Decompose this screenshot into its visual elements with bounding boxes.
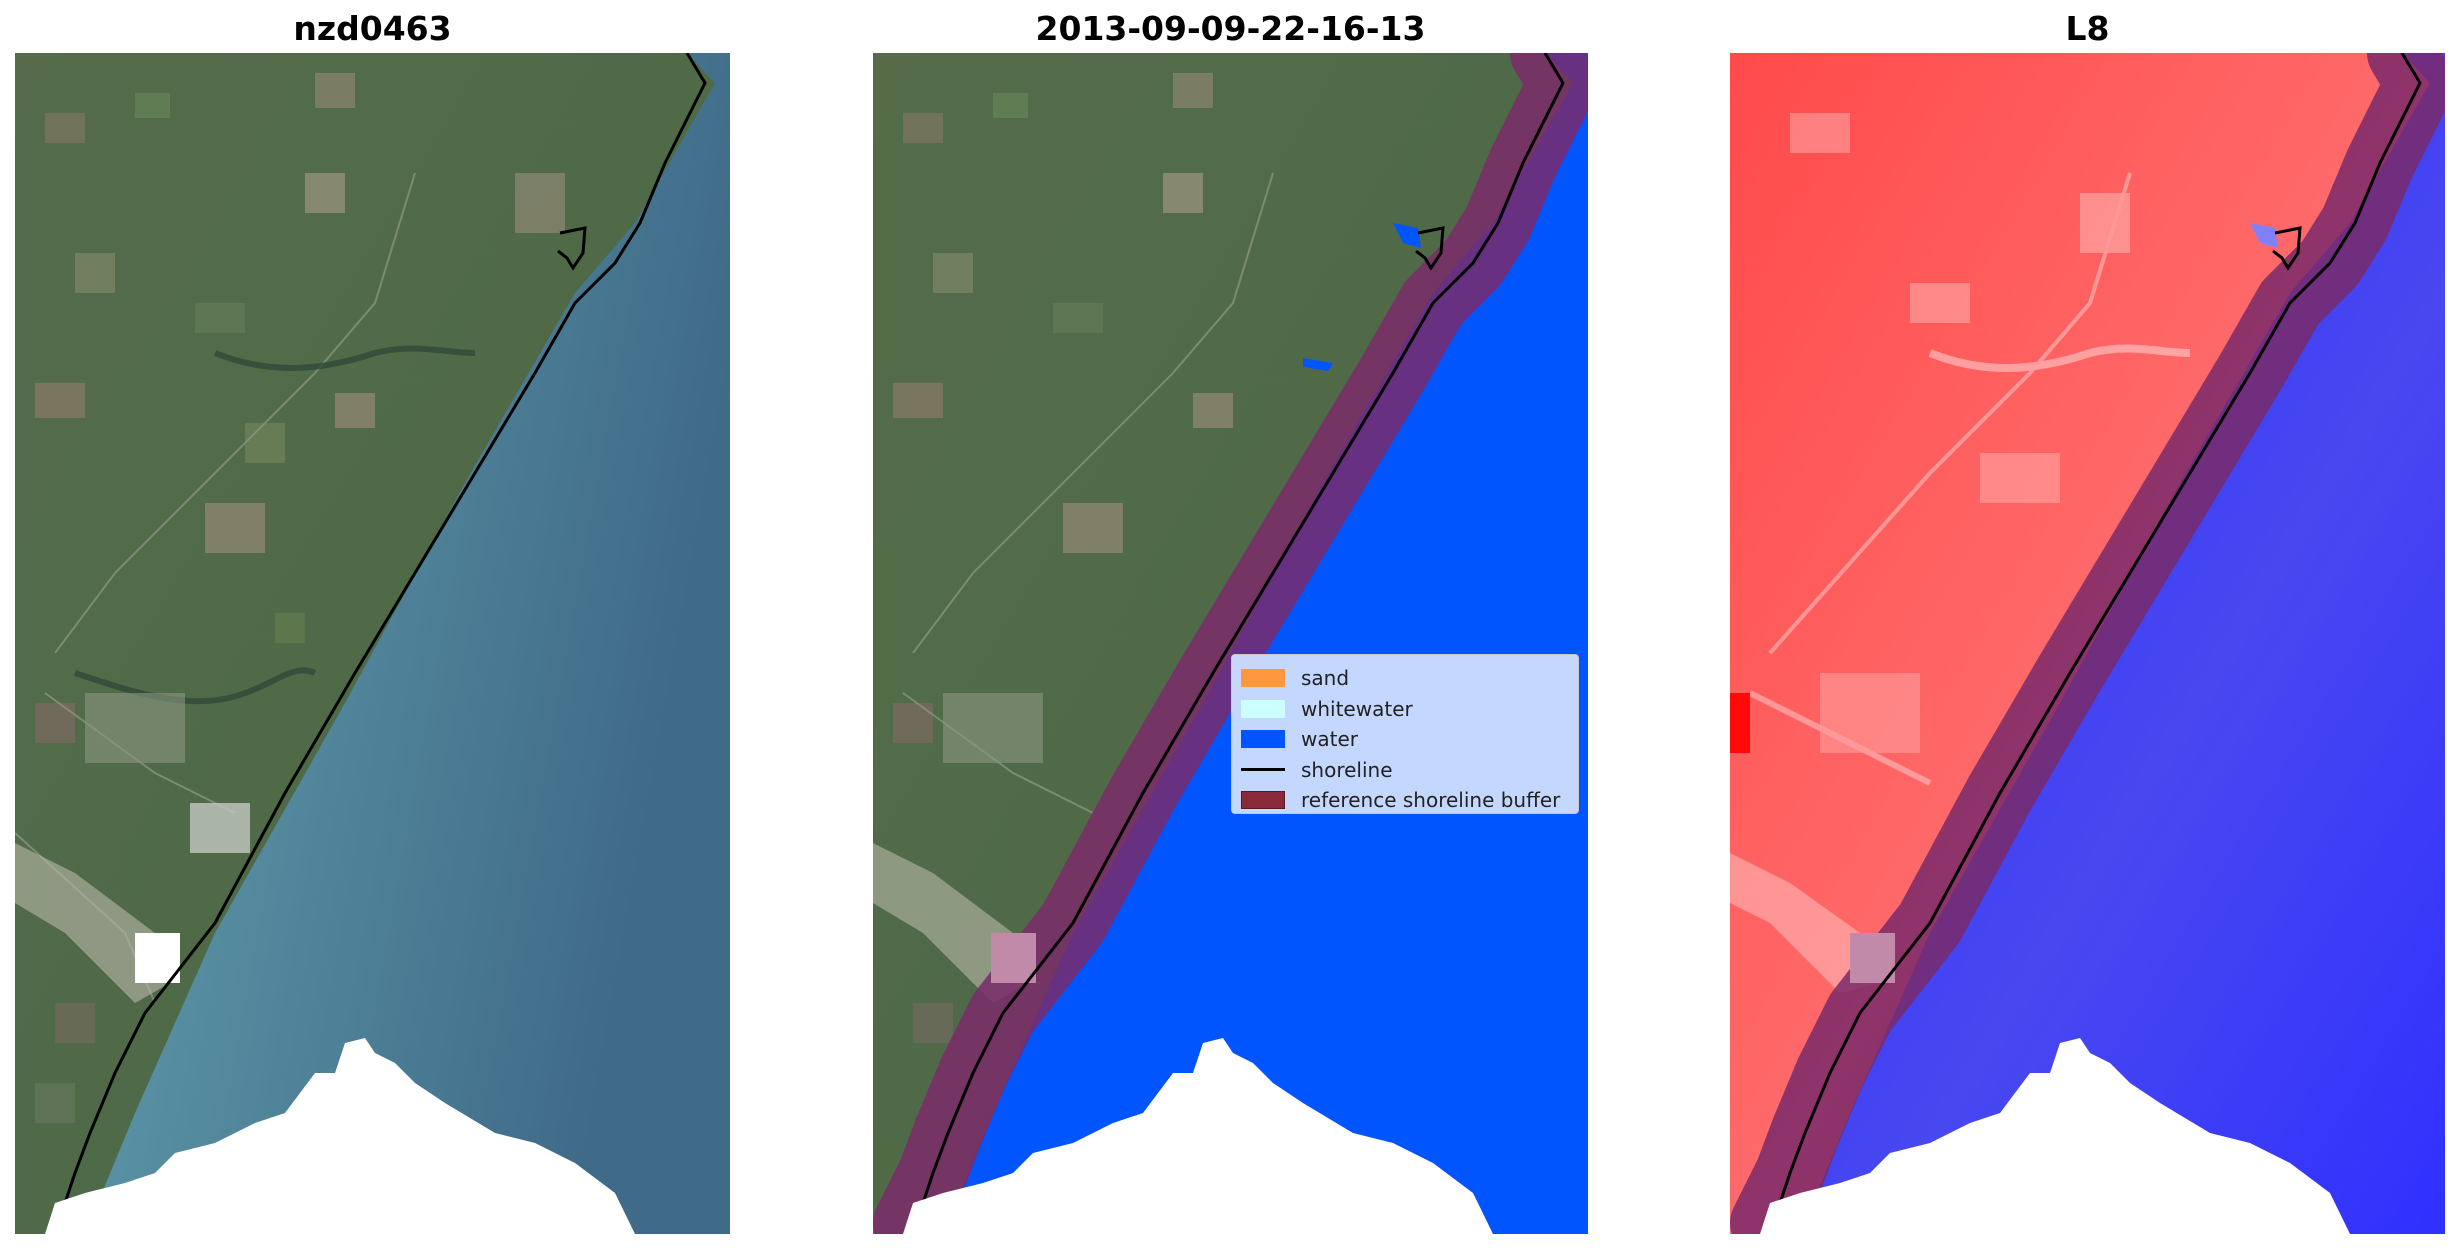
cloud-mask	[1760, 1038, 2350, 1234]
rgb-image	[15, 53, 730, 1234]
land-area	[15, 53, 715, 1234]
masked-patch	[1850, 933, 1895, 983]
legend-item-shoreline: shoreline	[1241, 755, 1568, 786]
legend-label: reference shoreline buffer	[1301, 788, 1561, 813]
shoreline	[1778, 53, 2422, 1204]
classified-image	[873, 53, 1588, 1234]
legend-item-buffer: reference shoreline buffer	[1241, 785, 1568, 816]
buffer-swatch	[1241, 791, 1285, 810]
index-image-panel	[1730, 53, 2445, 1234]
legend-label: shoreline	[1301, 757, 1393, 782]
town	[85, 693, 185, 763]
legend-item-sand: sand	[1241, 663, 1568, 694]
legend-item-water: water	[1241, 724, 1568, 755]
legend: sand whitewater water shoreline referenc…	[1231, 654, 1579, 814]
sand-swatch	[1241, 669, 1285, 688]
rivers	[74, 345, 476, 705]
cloud-mask	[903, 1038, 1493, 1234]
index-image	[1730, 53, 2445, 1234]
index-hotspot	[1730, 693, 1750, 753]
river-water	[1303, 358, 1333, 371]
whitewater-swatch	[1241, 699, 1285, 718]
cloud-mask	[45, 1038, 635, 1234]
index-light-patches	[1730, 113, 2191, 993]
water-swatch	[1241, 730, 1285, 749]
panel-title-rgb: nzd0463	[293, 9, 452, 48]
shoreline	[921, 53, 1565, 1204]
masked-patch	[991, 933, 1036, 983]
panel-title-index: L8	[2065, 9, 2110, 48]
legend-label: sand	[1301, 666, 1350, 691]
shoreline	[63, 53, 707, 1204]
town	[943, 693, 1043, 763]
legend-label: water	[1301, 727, 1358, 752]
masked-patch	[135, 933, 180, 983]
rgb-image-panel	[15, 53, 730, 1234]
field-patches	[35, 73, 565, 1123]
lagoon-water	[1393, 223, 1421, 248]
shoreline-lagoon	[2272, 226, 2302, 271]
panel-title-classified: 2013-09-09-22-16-13	[1035, 9, 1426, 48]
legend-label: whitewater	[1301, 696, 1413, 721]
river-mouth	[15, 843, 170, 1003]
shoreline-lagoon	[557, 226, 587, 271]
legend-item-whitewater: whitewater	[1241, 694, 1568, 725]
river-mouth	[873, 843, 1028, 1003]
classified-image-panel	[873, 53, 1588, 1234]
roads	[902, 172, 1274, 814]
lagoon-water	[2250, 223, 2278, 248]
industrial-area	[190, 803, 250, 853]
shoreline-line-swatch	[1241, 768, 1285, 772]
shoreline-lagoon	[1415, 226, 1445, 271]
